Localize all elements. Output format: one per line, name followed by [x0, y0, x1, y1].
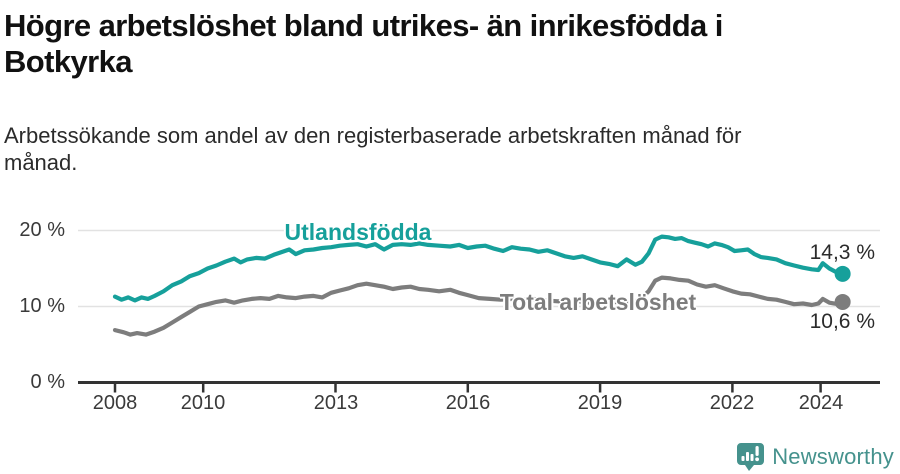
page-title: Högre arbetslöshet bland utrikes- än inr…	[4, 8, 896, 80]
series-label-utlandsfodda: Utlandsfödda	[284, 219, 432, 245]
series-line-total-arbetsloshet	[112, 275, 845, 337]
y-tick-label-20: 20 %	[19, 219, 65, 241]
brand-name: Newsworthy	[772, 444, 894, 469]
x-tick-label-2013: 2013	[313, 392, 359, 414]
logo-bar-large	[746, 452, 750, 461]
x-tick-label-2008: 2008	[92, 392, 138, 414]
page-title-line2: Botkyrka	[4, 44, 132, 79]
logo-exclamation-bar	[755, 446, 759, 456]
page-subtitle-line2: månad.	[4, 150, 78, 175]
x-tick-label-2019: 2019	[577, 392, 623, 414]
x-tick-label-2022: 2022	[709, 392, 755, 414]
end-value-label-utlandsfodda: 14,3 %	[809, 241, 875, 264]
series-line-utlandsfodda	[112, 234, 845, 303]
logo-exclamation-dot	[755, 457, 760, 462]
newsworthy-logo-icon	[737, 443, 765, 471]
x-tick-label-2024: 2024	[798, 392, 844, 414]
series-end-dot-utlandsfodda	[834, 265, 851, 282]
page-title-line1: Högre arbetslöshet bland utrikes- än inr…	[4, 8, 723, 43]
logo-bar-medium	[750, 454, 754, 461]
series-end-dot-total-arbetsloshet	[834, 293, 851, 310]
y-tick-label-0: 0 %	[30, 371, 65, 393]
page-subtitle: Arbetssökande som andel av den registerb…	[4, 122, 864, 176]
end-value-label-total: 10,6 %	[809, 310, 875, 333]
x-tick-label-2016: 2016	[445, 392, 491, 414]
x-tick-label-2010: 2010	[180, 392, 226, 414]
page-subtitle-line1: Arbetssökande som andel av den registerb…	[4, 123, 742, 148]
y-tick-label-10: 10 %	[19, 295, 65, 317]
series-label-total-arbetsloshet: Total arbetslöshet	[499, 289, 697, 315]
newsworthy-brand: Newsworthy	[736, 442, 894, 472]
logo-bar-small	[741, 456, 745, 461]
